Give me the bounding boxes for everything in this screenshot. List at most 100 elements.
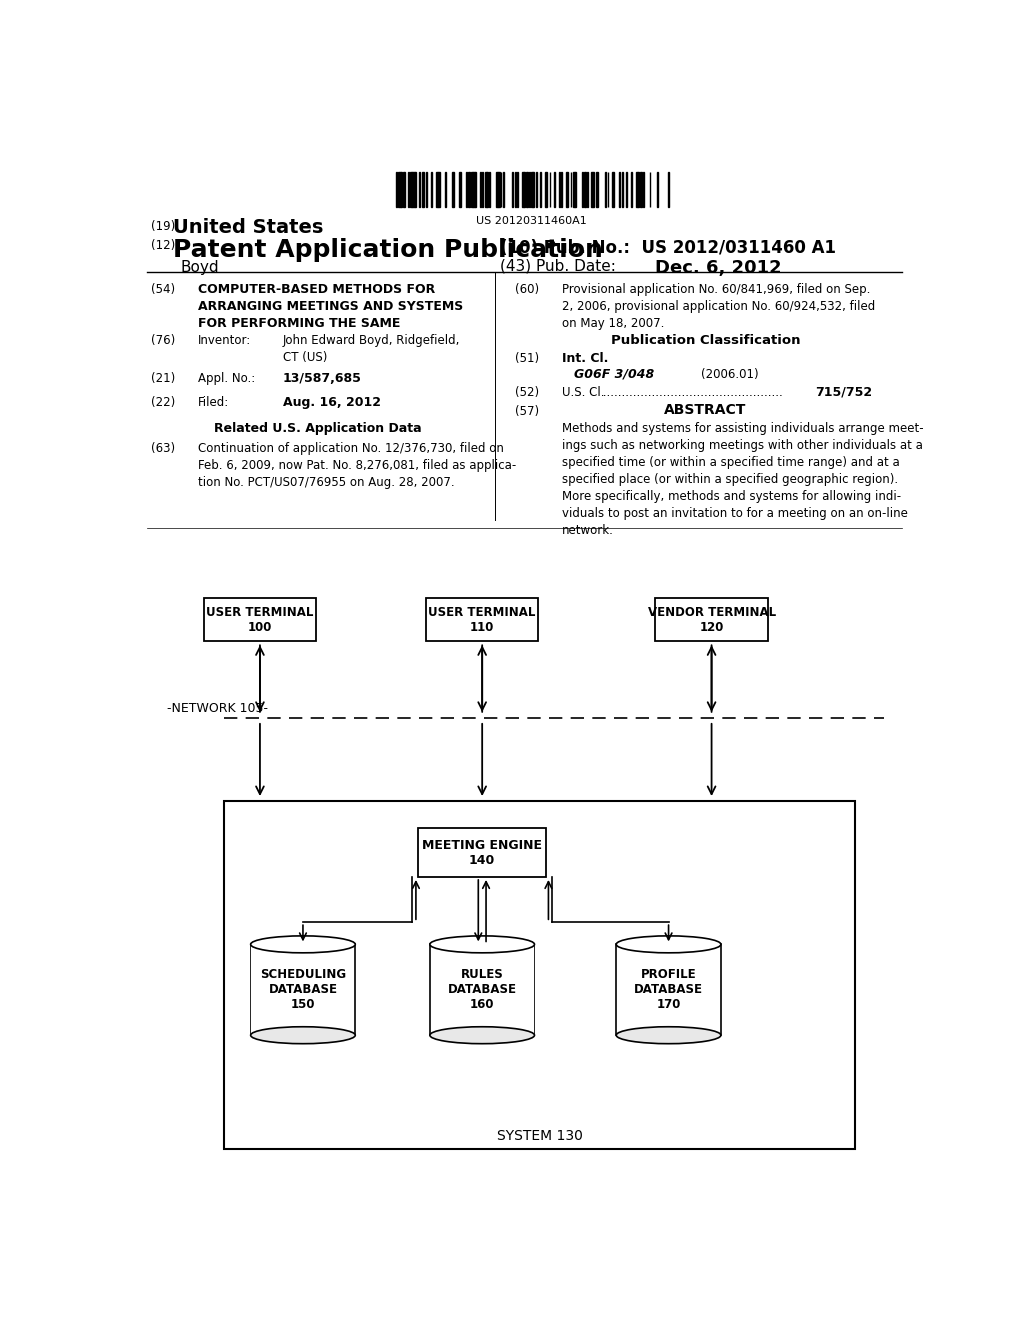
Bar — [515, 172, 516, 207]
Text: -NETWORK 105-: -NETWORK 105- — [167, 702, 267, 715]
Text: PROFILE
DATABASE
170: PROFILE DATABASE 170 — [634, 969, 703, 1011]
Ellipse shape — [616, 936, 721, 953]
Bar — [224, 800, 855, 1150]
Bar — [426, 598, 539, 640]
Text: (10) Pub. No.:  US 2012/0311460 A1: (10) Pub. No.: US 2012/0311460 A1 — [500, 239, 836, 257]
Bar — [585, 172, 587, 207]
Bar — [596, 172, 598, 207]
Ellipse shape — [430, 936, 535, 953]
Text: (21): (21) — [152, 372, 175, 385]
Text: (51): (51) — [515, 352, 540, 366]
Text: MEETING ENGINE
140: MEETING ENGINE 140 — [422, 838, 542, 866]
Bar — [445, 172, 446, 207]
Text: Inventor:: Inventor: — [198, 334, 251, 347]
Text: Boyd: Boyd — [180, 260, 219, 275]
Text: Publication Classification: Publication Classification — [610, 334, 800, 347]
Text: (43) Pub. Date:: (43) Pub. Date: — [500, 259, 615, 273]
Bar — [431, 945, 534, 1035]
Bar — [517, 172, 518, 207]
Text: US 20120311460A1: US 20120311460A1 — [475, 216, 587, 226]
Bar — [410, 172, 412, 207]
Text: U.S. Cl.: U.S. Cl. — [562, 385, 604, 399]
Text: Filed:: Filed: — [198, 396, 229, 409]
Bar — [473, 172, 475, 207]
Text: John Edward Boyd, Ridgefield,
CT (US): John Edward Boyd, Ridgefield, CT (US) — [283, 334, 461, 364]
Text: USER TERMINAL
100: USER TERMINAL 100 — [206, 606, 313, 634]
Bar — [656, 172, 658, 207]
Bar — [430, 944, 535, 1035]
Text: RULES
DATABASE
160: RULES DATABASE 160 — [447, 969, 517, 1011]
Text: Methods and systems for assisting individuals arrange meet-
ings such as network: Methods and systems for assisting indivi… — [562, 422, 924, 537]
Bar — [415, 172, 416, 207]
Bar — [521, 172, 524, 207]
Text: VENDOR TERMINAL
120: VENDOR TERMINAL 120 — [647, 606, 775, 634]
Bar — [526, 172, 528, 207]
Bar — [612, 172, 614, 207]
Ellipse shape — [251, 936, 355, 953]
Text: SYSTEM 130: SYSTEM 130 — [497, 1130, 583, 1143]
Bar — [418, 828, 546, 876]
Text: (2006.01): (2006.01) — [701, 368, 759, 381]
Text: Related U.S. Application Data: Related U.S. Application Data — [214, 422, 422, 434]
Bar — [471, 172, 473, 207]
Bar — [617, 945, 720, 1035]
Bar — [403, 172, 404, 207]
Bar — [438, 172, 440, 207]
Bar — [572, 172, 574, 207]
Bar — [468, 172, 470, 207]
Text: (57): (57) — [515, 405, 540, 418]
Bar — [422, 172, 424, 207]
Bar — [431, 172, 432, 207]
Text: United States: United States — [173, 218, 324, 238]
Text: (19): (19) — [152, 220, 175, 234]
Ellipse shape — [430, 1027, 535, 1044]
Bar — [536, 172, 537, 207]
Text: 715/752: 715/752 — [815, 385, 872, 399]
Text: G06F 3/048: G06F 3/048 — [573, 368, 654, 381]
Bar — [636, 172, 638, 207]
Bar — [531, 172, 534, 207]
Bar — [566, 172, 568, 207]
Text: (12): (12) — [152, 239, 175, 252]
Bar — [400, 172, 402, 207]
Bar — [496, 172, 498, 207]
Bar — [655, 598, 768, 640]
Text: Dec. 6, 2012: Dec. 6, 2012 — [655, 259, 781, 276]
Bar — [638, 172, 639, 207]
Bar — [669, 172, 670, 207]
Text: SCHEDULING
DATABASE
150: SCHEDULING DATABASE 150 — [260, 969, 346, 1011]
Text: Aug. 16, 2012: Aug. 16, 2012 — [283, 396, 381, 409]
Bar — [435, 172, 437, 207]
Bar — [398, 172, 400, 207]
Bar — [204, 598, 316, 640]
Bar — [252, 945, 354, 1035]
Bar — [482, 172, 483, 207]
Text: (54): (54) — [152, 284, 175, 296]
Text: Continuation of application No. 12/376,730, filed on
Feb. 6, 2009, now Pat. No. : Continuation of application No. 12/376,7… — [198, 442, 516, 488]
Ellipse shape — [616, 1027, 721, 1044]
Ellipse shape — [251, 1027, 355, 1044]
Text: (76): (76) — [152, 334, 175, 347]
Text: 13/587,685: 13/587,685 — [283, 372, 361, 385]
Bar — [413, 172, 415, 207]
Text: (60): (60) — [515, 284, 540, 296]
Bar — [396, 172, 397, 207]
Bar — [583, 172, 584, 207]
Bar — [616, 944, 721, 1035]
Bar — [545, 172, 547, 207]
Bar — [251, 944, 355, 1035]
Text: Provisional application No. 60/841,969, filed on Sep.
2, 2006, provisional appli: Provisional application No. 60/841,969, … — [562, 284, 876, 330]
Text: (22): (22) — [152, 396, 175, 409]
Text: (63): (63) — [152, 442, 175, 455]
Bar — [484, 172, 486, 207]
Bar — [592, 172, 594, 207]
Text: Appl. No.:: Appl. No.: — [198, 372, 255, 385]
Bar — [452, 172, 454, 207]
Bar — [528, 172, 530, 207]
Bar — [459, 172, 461, 207]
Text: Patent Application Publication: Patent Application Publication — [173, 238, 603, 261]
Text: ABSTRACT: ABSTRACT — [665, 404, 746, 417]
Text: Int. Cl.: Int. Cl. — [562, 352, 608, 366]
Text: ................................................: ........................................… — [599, 385, 783, 399]
Bar — [499, 172, 501, 207]
